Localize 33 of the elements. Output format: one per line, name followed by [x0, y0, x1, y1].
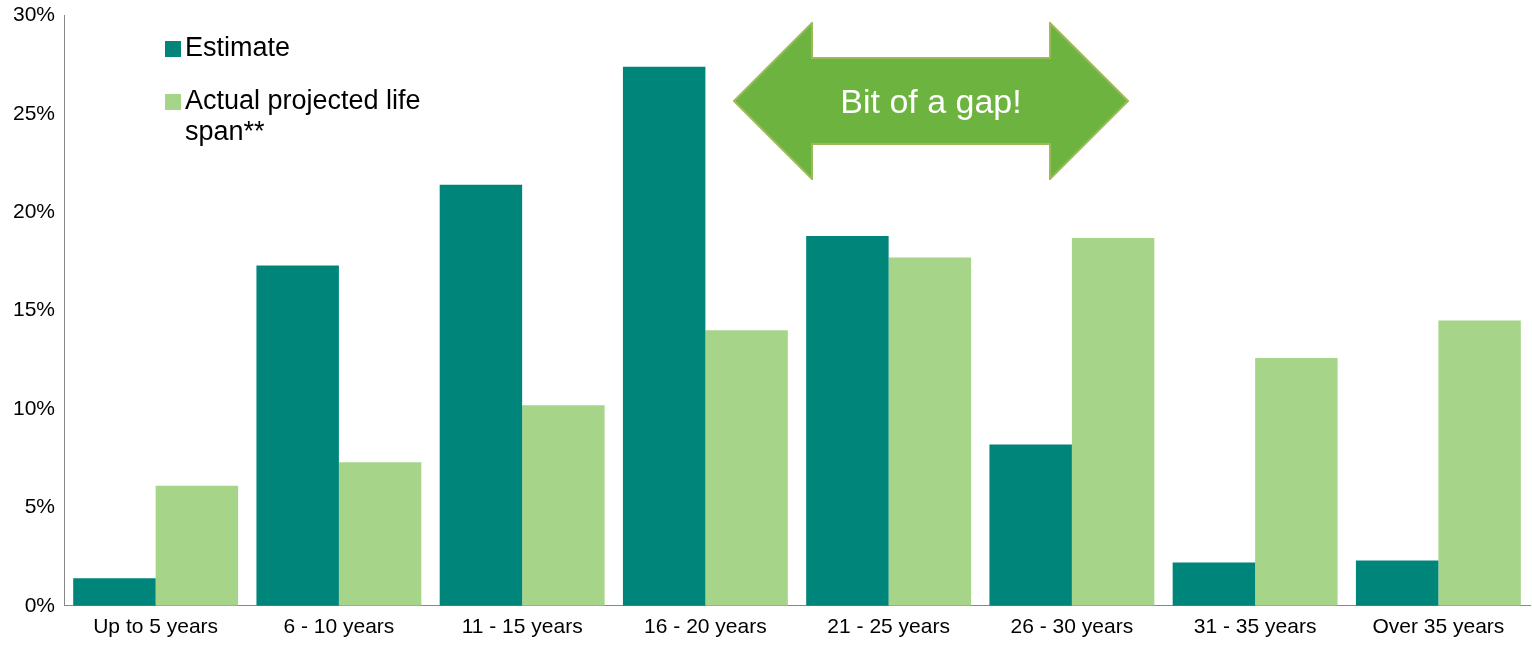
bar [155, 485, 239, 606]
bar [73, 578, 156, 606]
y-tick-label: 15% [13, 297, 56, 321]
x-tick-label: 21 - 25 years [827, 614, 950, 638]
bar [888, 257, 972, 606]
bar [1255, 357, 1338, 606]
bar [256, 265, 339, 606]
x-tick-label: Over 35 years [1372, 614, 1505, 638]
y-tick-label: 0% [24, 592, 56, 616]
bar [1438, 320, 1521, 606]
bar [705, 330, 788, 606]
bar [1172, 562, 1256, 606]
y-tick-label: 25% [13, 100, 56, 124]
x-tick-label: 31 - 35 years [1193, 614, 1317, 638]
x-tick-label: 11 - 15 years [461, 614, 583, 638]
legend-label: Actual projected life span** [185, 85, 422, 147]
bar [1355, 560, 1439, 606]
bar [522, 405, 605, 606]
x-tick-label: 6 - 10 years [283, 614, 395, 638]
bar [622, 66, 706, 606]
bar [806, 235, 889, 606]
bar [439, 184, 523, 606]
legend-label: Estimate [185, 32, 291, 63]
bar [1071, 237, 1155, 606]
bar [338, 462, 422, 606]
y-tick-label: 5% [24, 494, 56, 518]
y-tick-label: 20% [13, 199, 56, 223]
bar [989, 444, 1072, 606]
y-tick-label: 10% [13, 395, 56, 419]
x-tick-label: Up to 5 years [93, 614, 219, 638]
x-tick-label: 26 - 30 years [1010, 614, 1134, 638]
x-tick-label: 16 - 20 years [644, 614, 767, 638]
y-tick-label: 30% [13, 2, 56, 26]
